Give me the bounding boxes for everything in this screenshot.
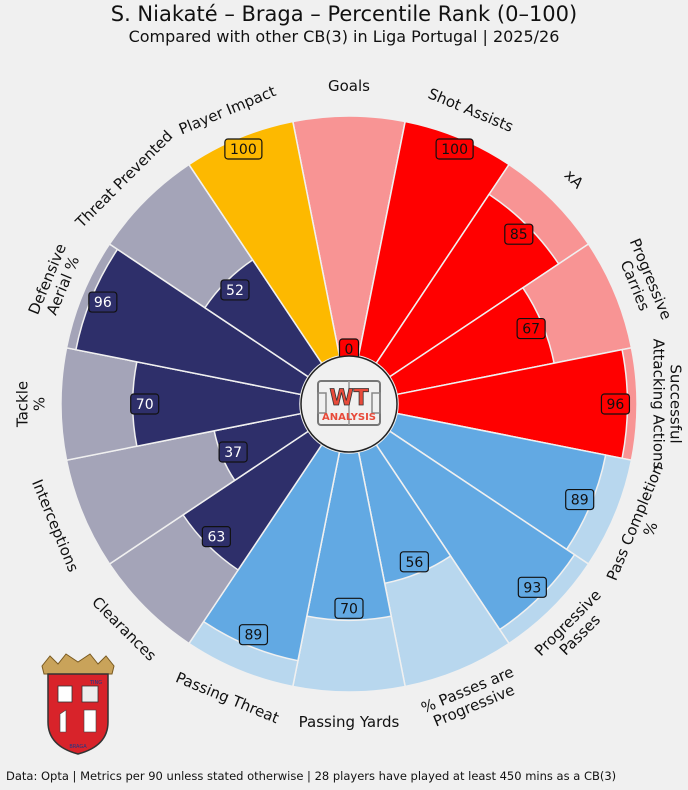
value-label-progressive-passes: 93 xyxy=(517,576,547,598)
footer-note: Data: Opta | Metrics per 90 unless state… xyxy=(6,769,617,783)
value-label-shot-assists: 100 xyxy=(435,138,474,160)
svg-text:67: 67 xyxy=(522,322,540,338)
svg-text:89: 89 xyxy=(571,493,589,509)
svg-text:0: 0 xyxy=(345,342,354,358)
value-label-interceptions: 37 xyxy=(218,441,248,463)
center-logo: WT ANALYSIS xyxy=(300,355,398,453)
value-label-pass-completion: 89 xyxy=(565,488,595,511)
svg-text:70: 70 xyxy=(340,601,358,617)
value-label-tackle: 70 xyxy=(130,393,160,415)
svg-text:37: 37 xyxy=(224,445,242,461)
value-label-clearances: 63 xyxy=(201,526,231,548)
svg-text:85: 85 xyxy=(510,227,528,243)
value-label-passes-are-progressive: 56 xyxy=(399,551,429,573)
svg-text:96: 96 xyxy=(607,397,625,413)
svg-text:89: 89 xyxy=(245,628,263,644)
value-label-successful-attacking-actions: 96 xyxy=(600,393,631,415)
value-label-passing-threat: 89 xyxy=(238,624,269,646)
svg-text:63: 63 xyxy=(207,530,225,546)
value-label-xa: 85 xyxy=(504,223,534,245)
svg-text:52: 52 xyxy=(226,283,244,299)
svg-text:56: 56 xyxy=(405,555,423,571)
logo-text-top: WT xyxy=(329,386,368,411)
metric-label-xa: xA xyxy=(561,166,588,193)
metric-label-tackle: Tackle% xyxy=(14,381,49,428)
svg-text:70: 70 xyxy=(136,397,154,413)
metric-label-successful-attacking-actions: SuccessfulAttacking Actions xyxy=(650,339,685,470)
crest-text-bottom: BRAGA xyxy=(69,744,87,750)
value-label-threat-prevented: 52 xyxy=(220,279,250,301)
braga-crest: TING BRAGA xyxy=(41,653,115,755)
chart-subtitle: Compared with other CB(3) in Liga Portug… xyxy=(128,27,560,46)
svg-text:100: 100 xyxy=(441,142,468,158)
slice-player-impact xyxy=(187,120,341,365)
metric-label-shot-assists: Shot Assists xyxy=(425,85,516,136)
svg-text:93: 93 xyxy=(523,580,541,596)
metric-label-passing-yards: Passing Yards xyxy=(299,713,400,731)
value-label-defensive-aerial: 96 xyxy=(88,291,118,313)
value-label-progressive-carries: 67 xyxy=(516,317,546,340)
crest-text-top: TING xyxy=(89,680,102,686)
value-label-player-impact: 100 xyxy=(224,138,263,160)
value-label-passing-yards: 70 xyxy=(334,597,364,619)
svg-text:96: 96 xyxy=(94,295,112,311)
metric-label-goals: Goals xyxy=(328,77,370,95)
chart-title: S. Niakaté – Braga – Percentile Rank (0–… xyxy=(110,2,578,26)
value-labels-layer: 0 100 85 67 96 89 93 56 70 89 63 37 70 96 52 100 xyxy=(88,138,631,646)
svg-text:100: 100 xyxy=(230,142,257,158)
logo-text-bottom: ANALYSIS xyxy=(322,412,376,423)
